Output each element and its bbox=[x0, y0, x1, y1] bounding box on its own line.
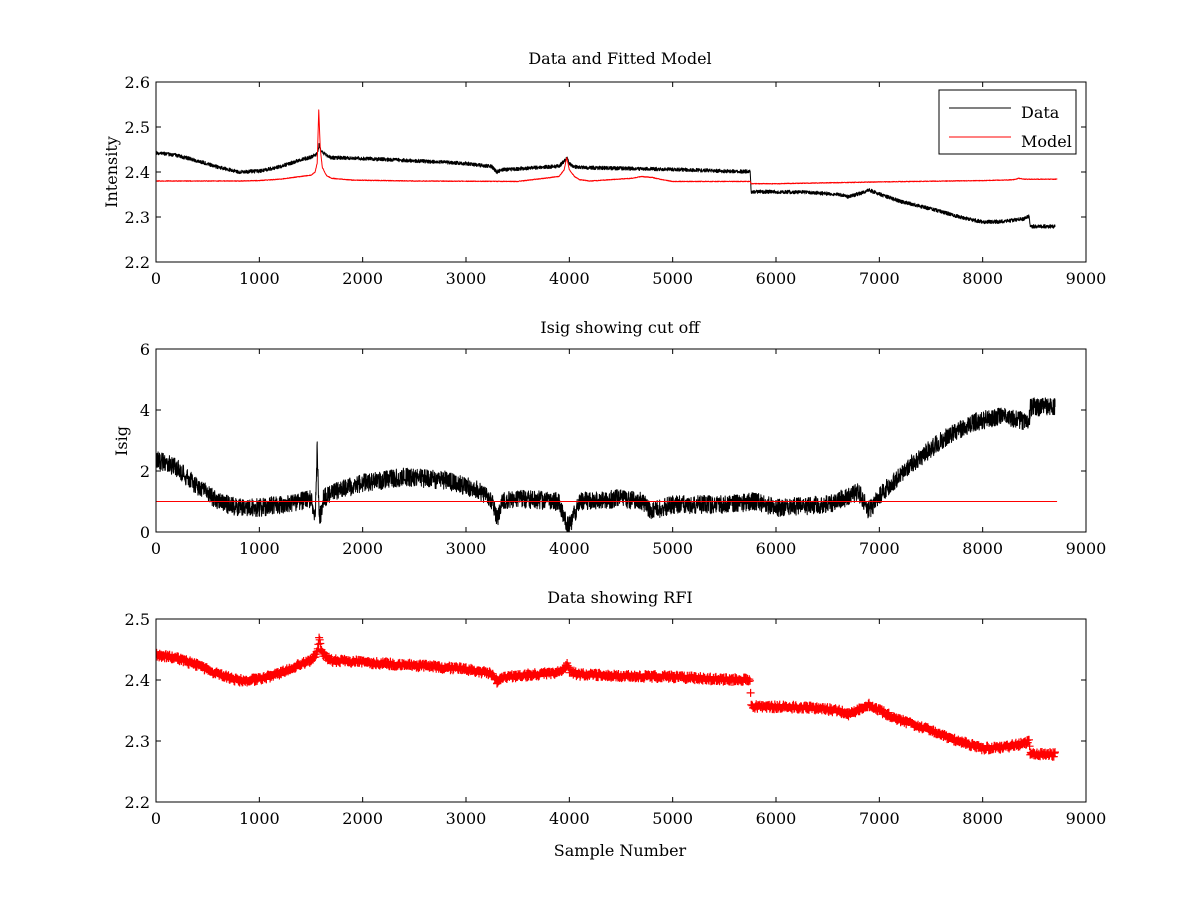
x-tick-label: 0 bbox=[151, 269, 161, 288]
x-tick-label: 8000 bbox=[962, 809, 1003, 828]
subplot-title: Data showing RFI bbox=[547, 588, 692, 607]
x-tick-label: 7000 bbox=[859, 539, 900, 558]
x-tick-label: 6000 bbox=[756, 809, 797, 828]
y-tick-label: 2.3 bbox=[125, 208, 150, 227]
x-tick-label: 9000 bbox=[1066, 809, 1107, 828]
axis-ticks: 0 1000 2000 3000 4000 5000 6000 7000 8000 9000 0 2 4… bbox=[140, 340, 1107, 558]
subplot-title: Isig showing cut off bbox=[540, 318, 701, 337]
legend-label-model: Model bbox=[1021, 132, 1072, 151]
x-tick-label: 6000 bbox=[756, 539, 797, 558]
x-tick-label: 2000 bbox=[342, 539, 383, 558]
y-tick-label: 2.6 bbox=[125, 73, 150, 92]
y-tick-label: 6 bbox=[140, 340, 150, 359]
x-tick-label: 0 bbox=[151, 809, 161, 828]
x-tick-label: 2000 bbox=[342, 269, 383, 288]
plot-area bbox=[156, 109, 1058, 229]
y-tick-label: 2.3 bbox=[125, 732, 150, 751]
series-markers bbox=[156, 633, 1059, 761]
y-axis-label: Intensity bbox=[102, 136, 121, 208]
legend-label-data: Data bbox=[1021, 103, 1060, 122]
x-tick-label: 7000 bbox=[859, 269, 900, 288]
subplot-title: Data and Fitted Model bbox=[528, 49, 711, 68]
series-line bbox=[156, 142, 1056, 229]
subplot-data-and-fitted-model: Data and Fitted Model Intensity 0 1000 200… bbox=[102, 49, 1106, 288]
series-line bbox=[156, 109, 1058, 185]
series-line bbox=[156, 397, 1056, 532]
x-tick-label: 5000 bbox=[652, 269, 693, 288]
y-tick-label: 2.5 bbox=[125, 118, 150, 137]
y-tick-label: 2.5 bbox=[125, 610, 150, 629]
x-tick-label: 2000 bbox=[342, 809, 383, 828]
subplot-data-showing-rfi: Data showing RFI Sample Number 0 1000 2000… bbox=[125, 588, 1107, 860]
x-tick-label: 9000 bbox=[1066, 269, 1107, 288]
x-tick-label: 5000 bbox=[652, 809, 693, 828]
legend: Data Model bbox=[938, 89, 1077, 155]
x-tick-label: 4000 bbox=[549, 809, 590, 828]
x-tick-label: 7000 bbox=[859, 809, 900, 828]
x-tick-label: 6000 bbox=[756, 269, 797, 288]
axis-ticks: 0 1000 2000 3000 4000 5000 6000 7000 8000 9000 2.2… bbox=[125, 610, 1107, 828]
x-axis-label: Sample Number bbox=[554, 841, 687, 860]
y-tick-label: 2.2 bbox=[125, 253, 150, 272]
subplot-isig-showing-cut-off: Isig showing cut off Isig 0 1000 2000 3000 4… bbox=[112, 318, 1106, 558]
x-tick-label: 4000 bbox=[549, 539, 590, 558]
y-tick-label: 4 bbox=[140, 401, 150, 420]
y-tick-label: 2.2 bbox=[125, 793, 150, 812]
x-tick-label: 3000 bbox=[446, 809, 487, 828]
x-tick-label: 9000 bbox=[1066, 539, 1107, 558]
y-tick-label: 2.4 bbox=[125, 163, 150, 182]
x-tick-label: 3000 bbox=[446, 269, 487, 288]
plot-area bbox=[156, 633, 1059, 761]
y-axis-label: Isig bbox=[112, 426, 131, 456]
axes-box bbox=[155, 618, 1087, 803]
x-tick-label: 1000 bbox=[239, 809, 280, 828]
x-tick-label: 0 bbox=[151, 539, 161, 558]
x-tick-label: 8000 bbox=[962, 539, 1003, 558]
legend-box bbox=[938, 89, 1077, 155]
x-tick-label: 1000 bbox=[239, 539, 280, 558]
x-tick-label: 3000 bbox=[446, 539, 487, 558]
axes-box bbox=[155, 348, 1087, 533]
y-tick-label: 2.4 bbox=[125, 671, 150, 690]
x-tick-label: 4000 bbox=[549, 269, 590, 288]
x-tick-label: 1000 bbox=[239, 269, 280, 288]
axis-ticks: 0 1000 2000 3000 4000 5000 6000 7000 8000 9000 2.2… bbox=[125, 73, 1107, 288]
y-tick-label: 2 bbox=[140, 462, 150, 481]
y-tick-label: 0 bbox=[140, 523, 150, 542]
plot-area bbox=[156, 397, 1058, 532]
x-tick-label: 5000 bbox=[652, 539, 693, 558]
x-tick-label: 8000 bbox=[962, 269, 1003, 288]
